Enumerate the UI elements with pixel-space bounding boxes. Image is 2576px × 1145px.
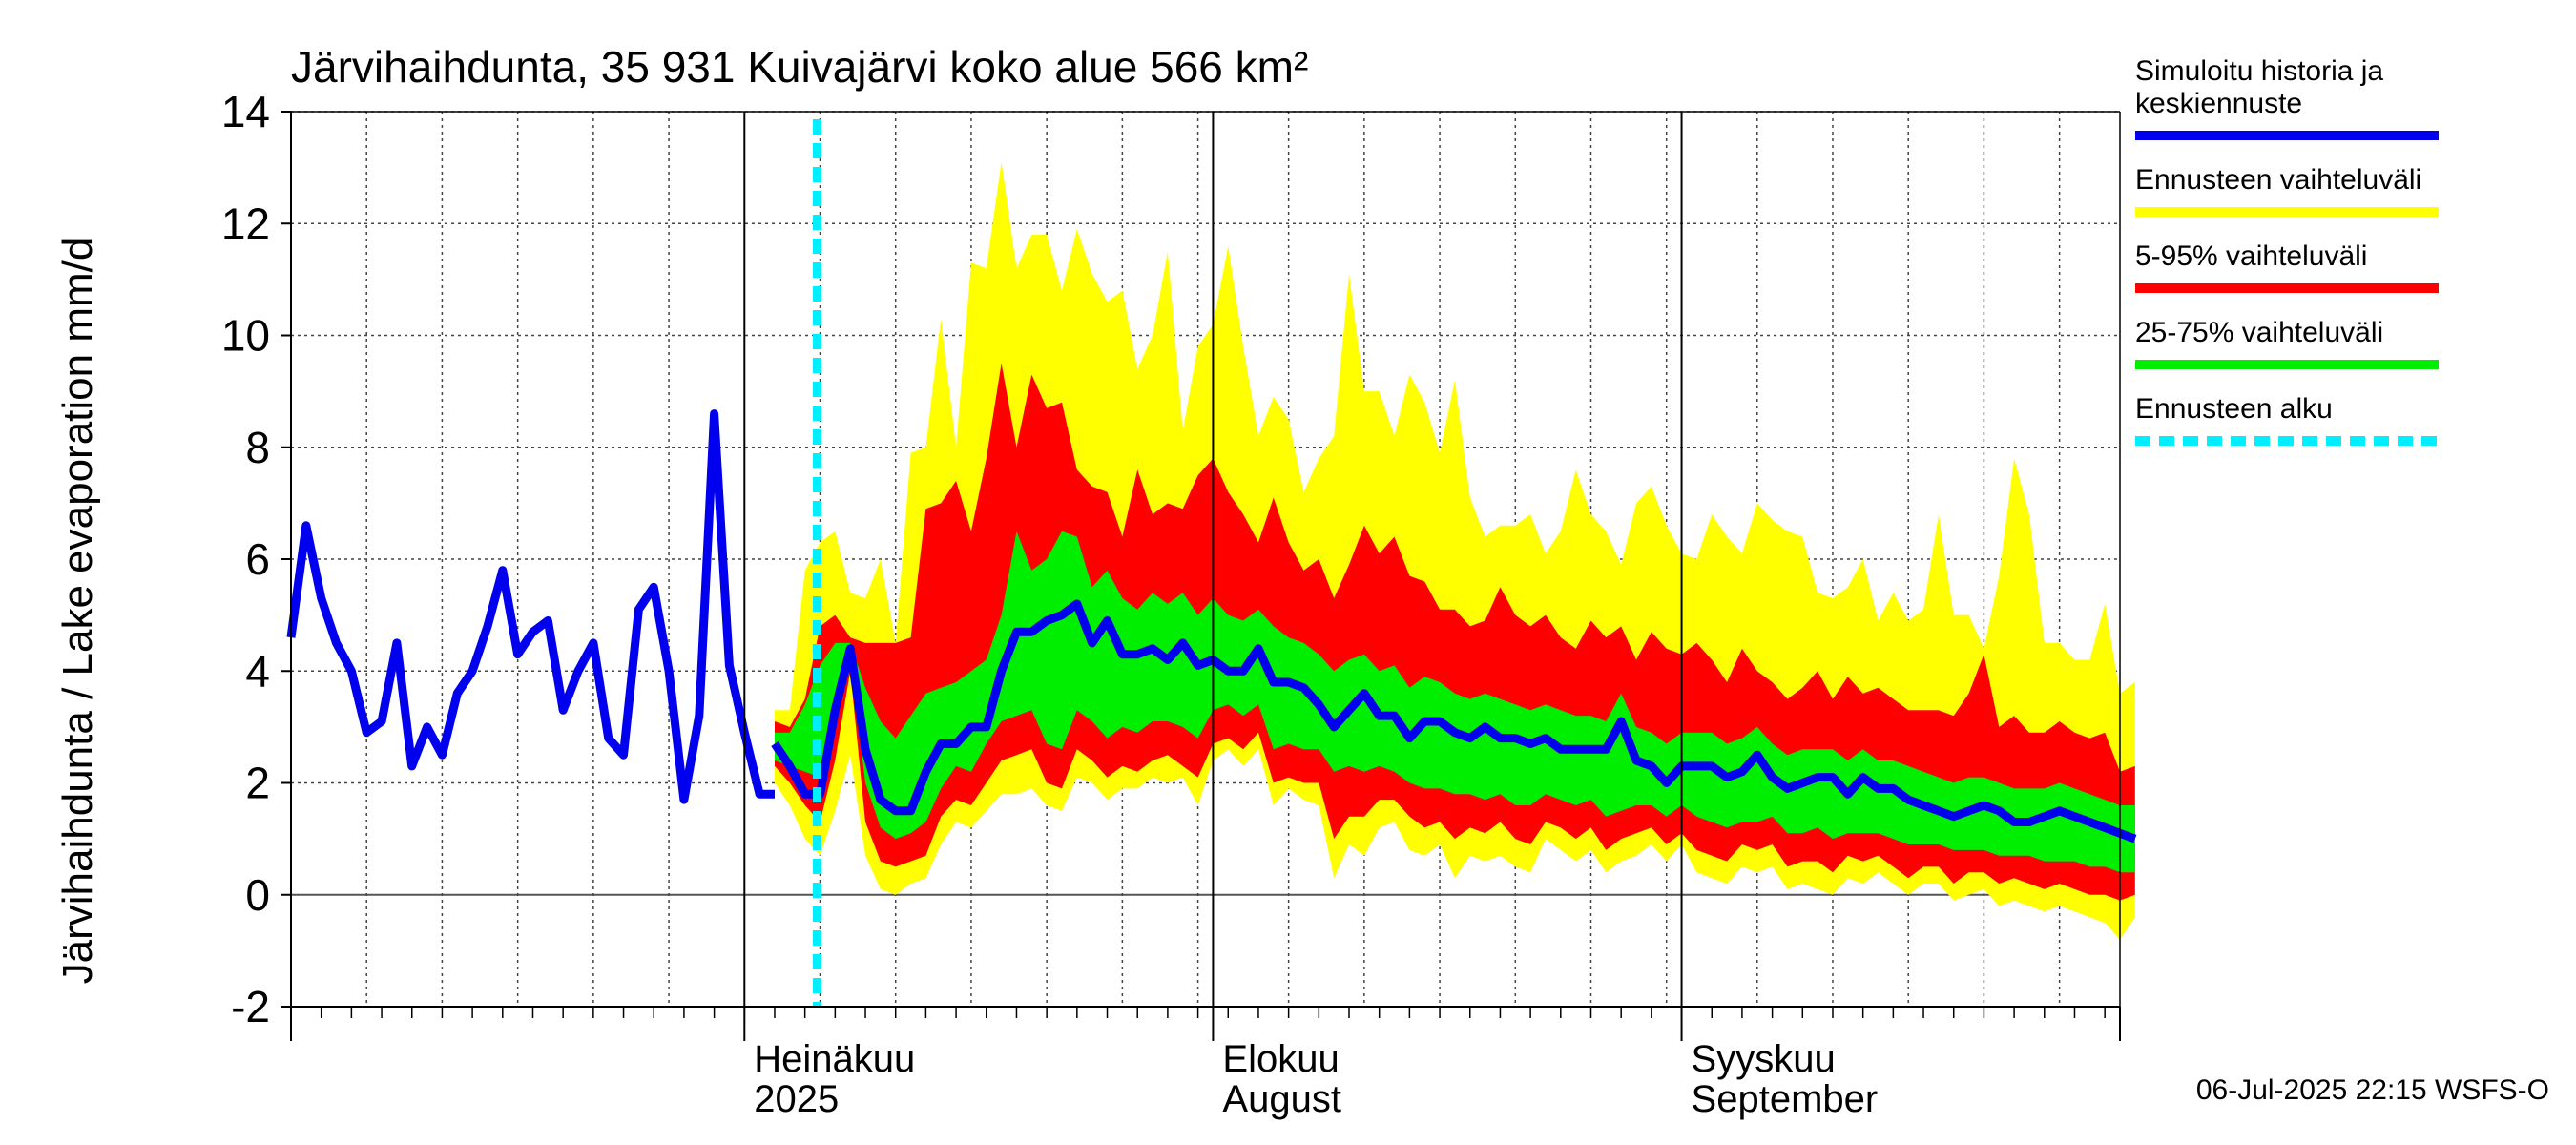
y-tick-label: 6 — [245, 534, 270, 584]
footer-timestamp: 06-Jul-2025 22:15 WSFS-O — [2196, 1074, 2549, 1106]
y-axis-label: Järvihaihdunta / Lake evaporation mm/d — [54, 238, 101, 985]
legend-label-line: Simuloitu historia ja — [2135, 55, 2383, 87]
median-forecast-line — [771, 599, 2137, 843]
y-tick-label: 10 — [221, 311, 270, 361]
y-tick-label: 14 — [221, 87, 270, 136]
legend-label-line: keskiennuste — [2135, 88, 2302, 119]
legend-label: 5-95% vaihteluväli — [2135, 240, 2367, 272]
month-label-sub: August — [1222, 1078, 1341, 1120]
legend: Simuloitu historia ja keskiennuste Ennuste… — [2135, 55, 2439, 446]
series-lines — [286, 119, 2137, 1007]
forecast-bands — [775, 161, 2135, 940]
y-tick-label: 12 — [221, 198, 270, 248]
y-tick-label: 4 — [245, 646, 270, 696]
month-label: Heinäkuu — [754, 1038, 915, 1080]
y-tick-label: -2 — [231, 982, 270, 1031]
y-tick-label: 2 — [245, 759, 270, 808]
legend-label: 25-75% vaihteluväli — [2135, 317, 2383, 348]
month-label: Syyskuu — [1692, 1038, 1836, 1080]
legend-label: Ennusteen vaihteluväli — [2135, 164, 2421, 196]
month-label-sub: 2025 — [754, 1078, 839, 1120]
legend-label: Simuloitu historia ja keskiennuste — [2135, 55, 2383, 119]
y-tick-label: 0 — [245, 870, 270, 920]
month-label-sub: September — [1692, 1078, 1879, 1120]
month-label: Elokuu — [1222, 1038, 1339, 1080]
history-line — [286, 409, 775, 804]
legend-label: Ennusteen alku — [2135, 393, 2333, 425]
y-tick-label: 8 — [245, 423, 270, 472]
chart-title: Järvihaihdunta, 35 931 Kuivajärvi koko a… — [291, 42, 1308, 92]
